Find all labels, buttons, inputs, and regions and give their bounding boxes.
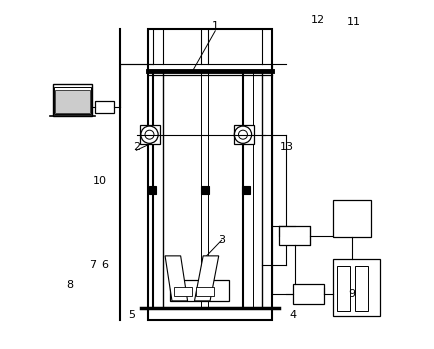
Text: 11: 11 — [347, 17, 361, 27]
Bar — [170, 280, 229, 301]
Bar — [242, 186, 250, 194]
Bar — [53, 84, 92, 116]
Text: 8: 8 — [66, 280, 73, 290]
Bar — [149, 186, 156, 194]
Text: 5: 5 — [128, 310, 135, 320]
Bar — [333, 200, 371, 237]
Bar — [355, 266, 368, 311]
Text: 12: 12 — [310, 15, 325, 25]
Bar — [333, 259, 380, 317]
Bar — [293, 284, 324, 304]
Bar — [55, 90, 89, 112]
Polygon shape — [165, 256, 187, 301]
Text: 13: 13 — [280, 142, 294, 152]
Text: 2: 2 — [133, 142, 140, 152]
Bar — [148, 29, 273, 320]
Bar — [201, 186, 209, 194]
Text: 4: 4 — [289, 310, 297, 320]
Polygon shape — [194, 256, 219, 301]
Text: 10: 10 — [93, 177, 107, 186]
Bar — [196, 287, 214, 296]
Bar — [337, 266, 350, 311]
Bar — [54, 87, 91, 113]
Text: 1: 1 — [212, 21, 219, 31]
Bar — [279, 227, 310, 245]
Text: 3: 3 — [218, 235, 225, 245]
Bar — [233, 125, 254, 144]
Bar — [140, 125, 160, 144]
Bar — [174, 287, 192, 296]
Text: 7: 7 — [89, 260, 96, 269]
Bar — [95, 101, 114, 113]
Text: 9: 9 — [348, 289, 355, 299]
Text: 6: 6 — [101, 260, 108, 269]
